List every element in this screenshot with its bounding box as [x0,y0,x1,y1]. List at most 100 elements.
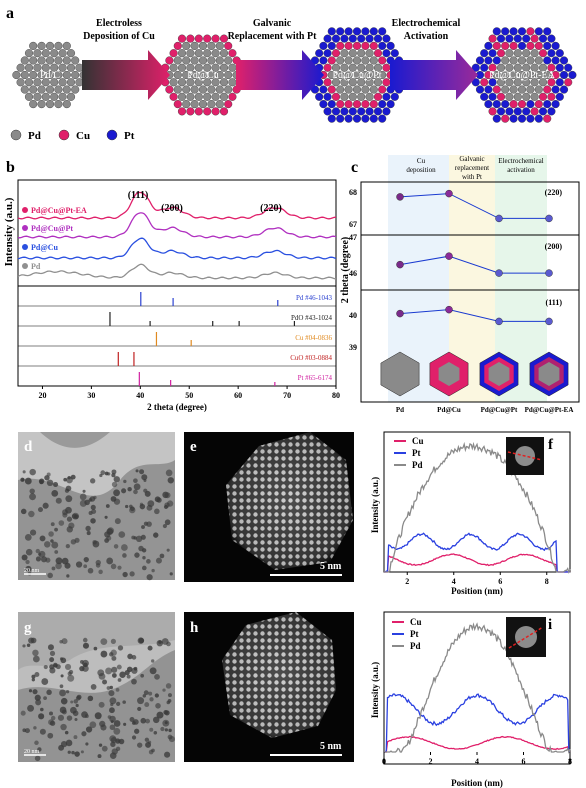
tick-label: 8 [568,757,572,766]
arrow-electrochemical-activation [390,50,478,100]
atom [344,114,353,123]
atom [543,100,552,109]
atom [33,92,42,101]
legend-pd-label: Pd [28,130,41,142]
atom [538,49,548,58]
atom [348,63,357,72]
atom [386,41,395,50]
atom [336,56,345,65]
xrd-y-axis-label: Intensity (a.u.) [3,197,15,266]
atom [543,114,552,123]
header-galv-line2: replacement [455,164,489,172]
atom [501,70,510,80]
tick-label: 8 [545,577,549,586]
atom [50,63,59,72]
atom [492,70,501,80]
atom [530,63,539,72]
atom [24,78,34,87]
atom [484,70,493,80]
xrd-tick-label: 70 [283,391,291,400]
stage-label-pdc: Pd/C [40,70,60,81]
atom [488,63,497,72]
atom [352,70,362,80]
atom [492,100,501,109]
panel-label-g: g [24,620,32,636]
atom [543,56,552,65]
atom [29,100,38,109]
atom [169,78,178,87]
profile-pd [384,441,571,574]
atom [492,56,501,65]
atom [29,41,38,50]
header-ec-line2: activation [507,166,535,174]
xrd-tick-label: 80 [332,391,340,400]
atom [20,85,29,94]
atom [365,107,374,116]
atom [551,41,560,50]
atom [186,63,195,72]
atom [319,56,328,65]
c-tick-39: 39 [349,343,357,352]
atom [378,114,387,123]
atom [480,92,489,101]
f-legend-cu: Cu [412,436,424,446]
atom [177,107,187,116]
atom [29,70,38,80]
atom [361,114,370,123]
atom [37,56,46,65]
atom [361,56,370,65]
atom [336,85,345,94]
c-series-line [399,309,549,322]
c-point [545,269,553,277]
legend-pt-dot [106,129,118,141]
atom [54,70,63,80]
atom [526,100,535,109]
atom [551,70,560,80]
atom [369,70,378,80]
atom [488,49,497,58]
atom [336,114,345,123]
atom [54,100,63,109]
atom [340,49,349,58]
xrd-curves [17,191,337,280]
atom [173,70,182,80]
atom [203,63,212,72]
atom [340,92,349,101]
atom [496,107,506,116]
atom [530,34,539,43]
atom [186,34,195,43]
atom [501,100,510,109]
atom [365,34,374,43]
atom [62,70,71,80]
ref-label-pt: Pt #65-6174 [298,374,333,382]
atom [513,63,522,72]
legend-dot-pdcu [22,244,28,250]
atom [20,70,29,80]
atom [517,27,527,36]
atom [373,107,383,116]
atom [327,41,336,50]
atom [319,85,328,94]
atom [71,56,80,65]
c-series-line [399,255,549,274]
atom [29,85,38,94]
particle-pdc [12,41,88,109]
atom [390,49,399,58]
panel-e: e 5 nm [184,432,354,582]
atom [323,107,332,116]
atom [62,85,71,94]
arrow-galvanic-replacement [236,50,324,100]
atom [378,85,387,94]
atom [496,34,506,43]
atom [211,34,220,43]
atom [352,85,362,94]
atom [327,85,336,94]
atom [534,56,543,65]
c-panel-label-111: (111) [546,298,563,307]
atom [211,78,220,87]
atom [538,63,548,72]
panel-h: h 5 nm [184,612,354,762]
atom [530,49,539,58]
atom [219,63,229,72]
